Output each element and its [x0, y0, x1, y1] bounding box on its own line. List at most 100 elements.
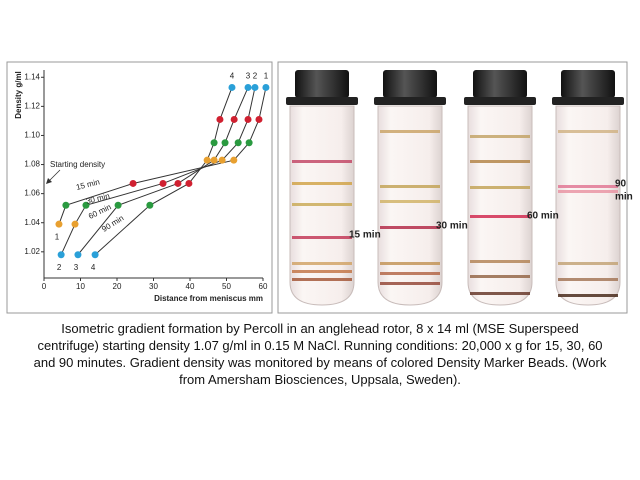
band	[470, 215, 530, 218]
y-tick-label: 1.06	[24, 189, 40, 198]
band	[292, 182, 352, 185]
band	[292, 278, 352, 281]
start-label: 2	[57, 263, 62, 272]
marker-bead	[255, 115, 263, 123]
start-label: 4	[91, 263, 96, 272]
end-label: 3	[246, 72, 251, 81]
figure: 15 min 30 min 60 min 90 min Density g/ml…	[6, 61, 633, 314]
cap-rim	[552, 97, 624, 105]
x-tick-label: 30	[149, 282, 158, 291]
end-label: 4	[230, 72, 235, 81]
tube-label: 15 min	[349, 230, 381, 241]
x-tick-label: 50	[222, 282, 231, 291]
cap	[473, 70, 527, 98]
marker-bead	[57, 251, 65, 259]
marker-bead	[62, 201, 70, 209]
y-tick-label: 1.10	[24, 131, 40, 140]
tube	[555, 105, 621, 306]
tube-label: 60 min	[527, 211, 559, 222]
marker-bead	[129, 179, 137, 187]
band	[380, 130, 440, 133]
band	[558, 278, 618, 281]
marker-bead	[91, 251, 99, 259]
band	[558, 190, 618, 193]
x-tick-label: 10	[76, 282, 85, 291]
marker-bead	[244, 83, 252, 91]
x-axis-label: Distance from meniscus mm	[154, 294, 263, 303]
band	[558, 130, 618, 133]
tube-label: 90	[615, 179, 627, 190]
marker-bead	[203, 156, 211, 164]
marker-bead	[228, 83, 236, 91]
marker-bead	[216, 115, 224, 123]
caption: Isometric gradient formation by Percoll …	[33, 321, 607, 387]
y-axis-label: Density g/ml	[14, 71, 23, 119]
band	[292, 160, 352, 163]
band	[292, 203, 352, 206]
chart-frame	[6, 61, 273, 314]
end-label: 1	[264, 72, 269, 81]
tube-label: 30 min	[436, 221, 468, 232]
marker-bead	[55, 220, 63, 228]
marker-bead	[234, 139, 242, 147]
band	[292, 270, 352, 273]
tube-label: min	[615, 192, 633, 203]
x-tick-label: 40	[186, 282, 195, 291]
y-tick-label: 1.12	[24, 101, 40, 110]
marker-bead	[221, 139, 229, 147]
marker-bead	[262, 83, 270, 91]
band	[470, 292, 530, 295]
marker-bead	[82, 201, 90, 209]
band	[470, 160, 530, 163]
marker-bead	[210, 139, 218, 147]
cap	[383, 70, 437, 98]
marker-bead	[210, 156, 218, 164]
band	[380, 200, 440, 203]
tube	[377, 105, 443, 306]
marker-bead	[218, 156, 226, 164]
band	[380, 185, 440, 188]
y-tick-label: 1.04	[24, 218, 40, 227]
marker-bead	[245, 139, 253, 147]
marker-bead	[114, 201, 122, 209]
marker-bead	[71, 220, 79, 228]
band	[558, 294, 618, 297]
band	[380, 282, 440, 285]
end-label: 2	[253, 72, 258, 81]
band	[380, 226, 440, 229]
band	[292, 262, 352, 265]
band	[380, 262, 440, 265]
marker-bead	[244, 115, 252, 123]
x-tick-label: 0	[42, 282, 47, 291]
marker-bead	[230, 115, 238, 123]
x-tick-label: 20	[113, 282, 122, 291]
cap-rim	[374, 97, 446, 105]
y-tick-label: 1.08	[24, 160, 40, 169]
marker-bead	[174, 179, 182, 187]
marker-bead	[159, 179, 167, 187]
tubes	[286, 70, 624, 306]
marker-bead	[230, 156, 238, 164]
start-label: 1	[55, 232, 60, 241]
cap	[295, 70, 349, 98]
cap-rim	[464, 97, 536, 105]
curve	[60, 87, 256, 255]
band	[470, 135, 530, 138]
y-tick-label: 1.14	[24, 72, 40, 81]
band	[292, 236, 352, 239]
tube	[467, 105, 533, 306]
band	[470, 186, 530, 189]
x-tick-label: 60	[259, 282, 268, 291]
band	[470, 260, 530, 263]
band	[558, 262, 618, 265]
marker-bead	[185, 179, 193, 187]
marker-bead	[251, 83, 259, 91]
cap	[561, 70, 615, 98]
band	[558, 185, 618, 188]
annotation: Starting density	[50, 160, 105, 169]
marker-bead	[74, 251, 82, 259]
band	[470, 275, 530, 278]
marker-bead	[146, 201, 154, 209]
cap-rim	[286, 97, 358, 105]
